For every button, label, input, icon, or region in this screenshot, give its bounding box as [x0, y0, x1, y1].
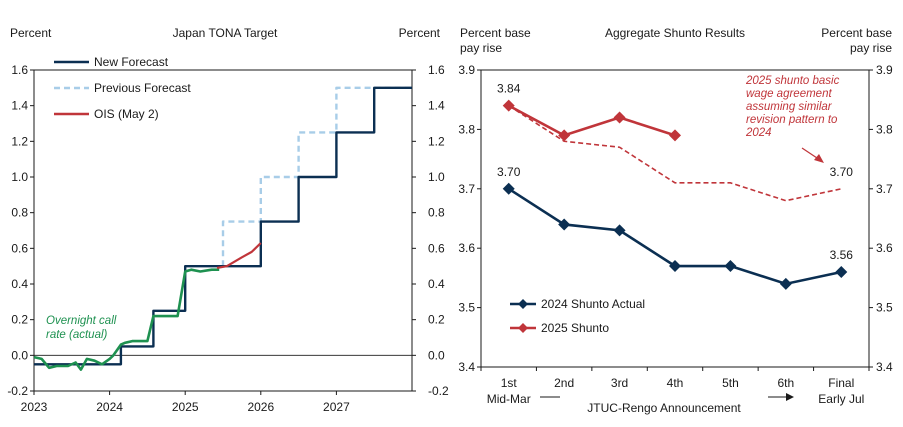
right-legend-label: 2024 Shunto Actual: [541, 297, 645, 311]
right-plot-frame: [480, 69, 870, 368]
right-x-category-label: Mid-Mar: [487, 392, 531, 406]
right-y-tick-label: 3.5: [458, 301, 475, 315]
projection-annotation: revision pattern to: [746, 114, 838, 126]
right-x-category-label: Final: [828, 376, 854, 390]
left-chart-plot: -0.2 -0.2 0.0 0.0 0.2 0.2 0.4 0.4 0.6 0.6 0.8 0.8 1.…: [7, 55, 449, 414]
left-x-tick-label: 2026: [247, 400, 274, 414]
left-y-tick-label: 1.2: [11, 134, 28, 148]
data-label-2025-final: 3.70: [830, 165, 854, 179]
left-y-tick-label-right: 0.4: [428, 277, 445, 291]
projection-annotation: 2024: [745, 127, 772, 139]
marker-2024: [613, 224, 626, 237]
marker-2024: [779, 277, 792, 290]
left-x-tick-label: 2025: [172, 400, 199, 414]
marker-2025: [613, 111, 626, 124]
marker-2024: [669, 260, 681, 273]
left-y-axis-label: Percent: [10, 26, 52, 40]
right-legend-label: 2025 Shunto: [541, 321, 609, 335]
left-y-tick-label-right: 1.2: [428, 134, 445, 148]
projection-annotation: wage agreement: [746, 88, 832, 100]
right-x-axis-label: JTUC-Rengo Announcement: [587, 401, 741, 415]
legend-label-2: OIS (May 2): [94, 107, 159, 121]
projection-annotation: assuming similar: [746, 101, 833, 113]
left-x-tick-label: 2023: [21, 400, 48, 414]
left-chart-title: Japan TONA Target: [173, 26, 278, 40]
overnight-call-annotation: rate (actual): [46, 329, 108, 341]
marker-2024: [835, 265, 848, 278]
left-y-tick-label-right: -0.2: [428, 384, 449, 398]
left-x-tick-label: 2027: [323, 400, 350, 414]
right-y-tick-label: 3.6: [458, 241, 475, 255]
marker-2025: [502, 99, 515, 112]
right-legend-marker: [518, 323, 528, 333]
marker-2025: [669, 129, 681, 142]
left-y-tick-label: 0.0: [11, 348, 28, 362]
left-x-tick-label: 2024: [96, 400, 123, 414]
series-line-overnight-call-rate-actual: [33, 268, 220, 371]
right-y-tick-label-right: 3.7: [876, 182, 893, 196]
right-y-tick-label: 3.8: [458, 122, 475, 136]
legend-label-0: New Forecast: [94, 55, 169, 69]
right-x-category-label: 2nd: [554, 376, 574, 390]
projection-annotation: 2025 shunto basic: [745, 75, 840, 87]
right-y-tick-label-right: 3.6: [876, 241, 893, 255]
overnight-call-annotation: Overnight call: [46, 315, 117, 327]
data-label-2024-final: 3.56: [830, 248, 854, 262]
left-y-tick-label-right: 0.0: [428, 348, 445, 362]
left-y-tick-label: 0.8: [11, 206, 28, 220]
legend-label-1: Previous Forecast: [94, 81, 191, 95]
left-y-tick-label-right: 1.0: [428, 170, 445, 184]
marker-2024: [724, 260, 737, 273]
left-y-tick-label-right: 1.6: [428, 63, 445, 77]
left-y-tick-label-right: 0.2: [428, 313, 445, 327]
annotation-arrow-head: [814, 154, 824, 163]
right-y-axis-label-line1: Percent base: [460, 26, 531, 40]
left-y-tick-label: 1.6: [11, 63, 28, 77]
right-x-category-label: 6th: [778, 376, 795, 390]
left-y-axis-label-right: Percent: [399, 26, 441, 40]
left-y-tick-label: 0.4: [11, 277, 28, 291]
right-y-tick-label-right: 3.5: [876, 301, 893, 315]
left-y-tick-label: 0.6: [11, 241, 28, 255]
right-x-category-label: 4th: [667, 376, 684, 390]
right-chart-title: Aggregate Shunto Results: [605, 26, 745, 40]
left-y-tick-label-right: 0.6: [428, 241, 445, 255]
x-axis-arrow-head: [786, 393, 794, 401]
series-line-ois-may-2: [216, 242, 262, 269]
right-y-tick-label: 3.9: [458, 63, 475, 77]
marker-2025: [558, 129, 571, 142]
right-y-tick-label-right: 3.9: [876, 63, 893, 77]
left-y-tick-label: 0.2: [11, 313, 28, 327]
left-y-tick-label: -0.2: [7, 384, 28, 398]
right-x-category-label: 5th: [722, 376, 739, 390]
left-y-tick-label-right: 0.8: [428, 206, 445, 220]
data-label-2024-first: 3.70: [497, 165, 521, 179]
right-y-tick-label-right: 3.8: [876, 122, 893, 136]
right-y-axis-label-right-line1: Percent base: [821, 26, 892, 40]
right-x-category-label: 3rd: [611, 376, 628, 390]
left-y-tick-label: 1.0: [11, 170, 28, 184]
right-x-category-label: Early Jul: [818, 392, 864, 406]
right-y-axis-label-line2: pay rise: [460, 41, 502, 55]
marker-2024: [558, 218, 571, 231]
left-y-tick-label: 1.4: [11, 99, 28, 113]
right-y-tick-label: 3.7: [458, 182, 475, 196]
right-legend-marker: [518, 299, 528, 309]
right-y-axis-label-right-line2: pay rise: [850, 41, 892, 55]
right-x-category-label: 1st: [501, 376, 518, 390]
right-y-tick-label: 3.4: [458, 360, 475, 374]
right-y-tick-label-right: 3.4: [876, 360, 893, 374]
left-plot-frame: [33, 69, 413, 392]
series-line-2025-shunto: [508, 104, 676, 137]
data-label-2025-first: 3.84: [497, 82, 521, 96]
marker-2024: [502, 182, 515, 195]
left-y-tick-label-right: 1.4: [428, 99, 445, 113]
